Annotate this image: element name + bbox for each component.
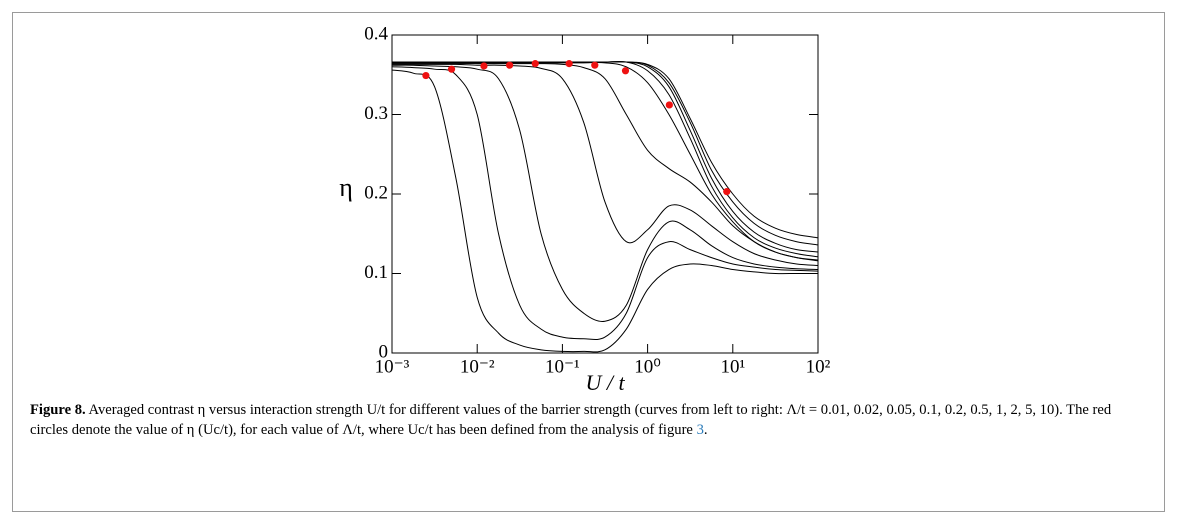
- x-tick-label: 10⁻³: [375, 356, 410, 377]
- critical-point: [621, 67, 630, 75]
- y-tick-label: 0: [379, 341, 389, 362]
- x-tick-label: 10¹: [720, 356, 745, 377]
- curve: [392, 63, 819, 267]
- critical-point: [723, 188, 731, 196]
- y-tick-label: 0.3: [364, 103, 388, 124]
- y-tick-label: 0.4: [364, 23, 388, 44]
- curve: [392, 61, 819, 239]
- caption-end: .: [703, 422, 708, 438]
- chart: η U / t 10⁻³ 10⁻² 10⁻¹ 10⁰ 10¹ 10² 0 0.1 0.2 0.3 0…: [339, 23, 831, 395]
- curve: [392, 60, 819, 258]
- caption-label: Figure 8.: [30, 402, 86, 418]
- x-axis-label: U / t: [585, 370, 625, 395]
- curve: [391, 69, 818, 353]
- y-axis-label: η: [339, 173, 353, 202]
- x-tick-label: 10⁰: [634, 356, 661, 377]
- critical-point: [591, 61, 599, 69]
- caption: Figure 8. Averaged contrast η versus int…: [30, 400, 1150, 440]
- curve: [391, 64, 819, 322]
- caption-text: Averaged contrast η versus interaction s…: [30, 402, 1112, 438]
- x-tick-label: 10²: [806, 356, 831, 377]
- y-tick-label: 0.1: [364, 262, 388, 283]
- x-tick-label: 10⁻²: [460, 356, 495, 377]
- critical-point: [505, 61, 514, 69]
- curve: [391, 66, 819, 340]
- critical-point: [480, 62, 488, 70]
- critical-point: [422, 71, 430, 80]
- x-tick-label: 10⁻¹: [545, 356, 580, 377]
- plot-frame: [391, 34, 819, 354]
- critical-point: [565, 60, 573, 68]
- curve: [392, 63, 819, 262]
- curve: [392, 61, 819, 246]
- curve: [391, 62, 819, 261]
- critical-point: [531, 60, 539, 68]
- critical-point: [447, 65, 456, 73]
- y-tick-label: 0.2: [364, 182, 388, 203]
- critical-point: [665, 101, 673, 109]
- figure-frame: [12, 12, 1165, 512]
- figure-reference[interactable]: 3: [696, 422, 704, 438]
